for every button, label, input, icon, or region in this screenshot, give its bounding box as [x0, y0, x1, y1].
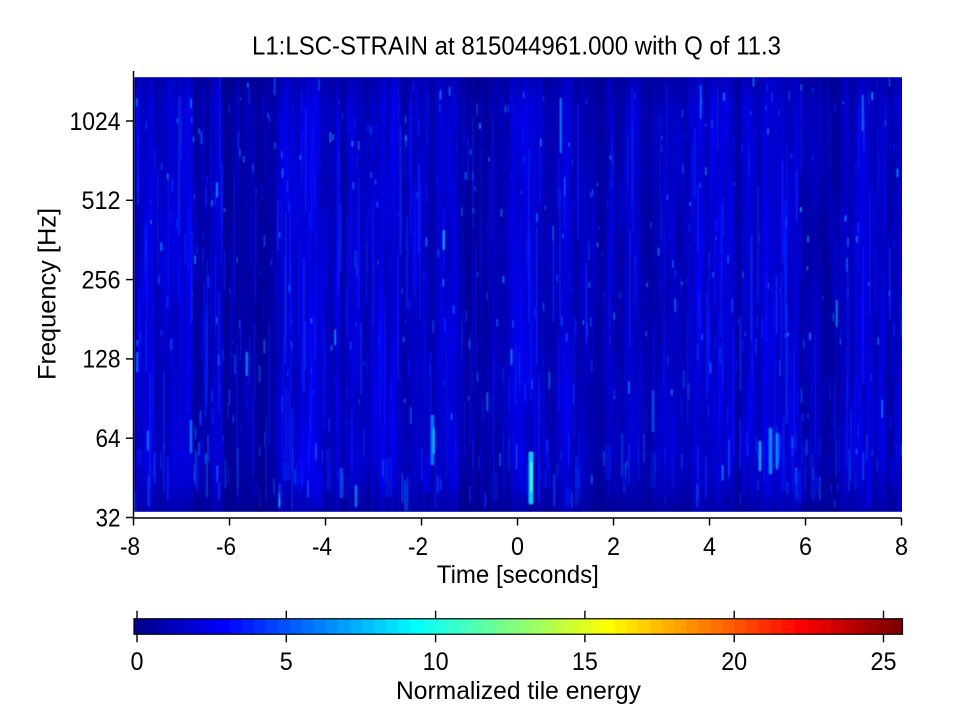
svg-text:L1:LSC-STRAIN at 815044961.000: L1:LSC-STRAIN at 815044961.000 with Q of…	[252, 31, 781, 61]
svg-text:15: 15	[572, 648, 598, 676]
svg-text:128: 128	[83, 346, 121, 374]
svg-text:2: 2	[607, 533, 620, 561]
svg-text:6: 6	[799, 533, 812, 561]
svg-text:5: 5	[280, 648, 293, 676]
svg-text:1024: 1024	[70, 108, 121, 136]
svg-text:10: 10	[423, 648, 449, 676]
svg-text:Normalized tile energy: Normalized tile energy	[396, 677, 641, 705]
svg-text:Frequency [Hz]: Frequency [Hz]	[34, 208, 62, 380]
svg-text:-8: -8	[120, 533, 140, 561]
svg-text:0: 0	[131, 648, 144, 676]
svg-text:-6: -6	[216, 533, 236, 561]
svg-text:256: 256	[82, 266, 121, 294]
svg-text:32: 32	[96, 504, 121, 532]
svg-text:64: 64	[96, 425, 121, 453]
svg-text:512: 512	[82, 187, 121, 215]
svg-text:Time [seconds]: Time [seconds]	[437, 561, 599, 589]
svg-text:4: 4	[703, 533, 716, 561]
svg-text:8: 8	[895, 533, 908, 561]
svg-text:0: 0	[511, 533, 524, 561]
svg-text:20: 20	[721, 648, 747, 676]
svg-text:-4: -4	[312, 533, 332, 561]
svg-text:25: 25	[871, 648, 897, 676]
svg-text:-2: -2	[408, 533, 428, 561]
